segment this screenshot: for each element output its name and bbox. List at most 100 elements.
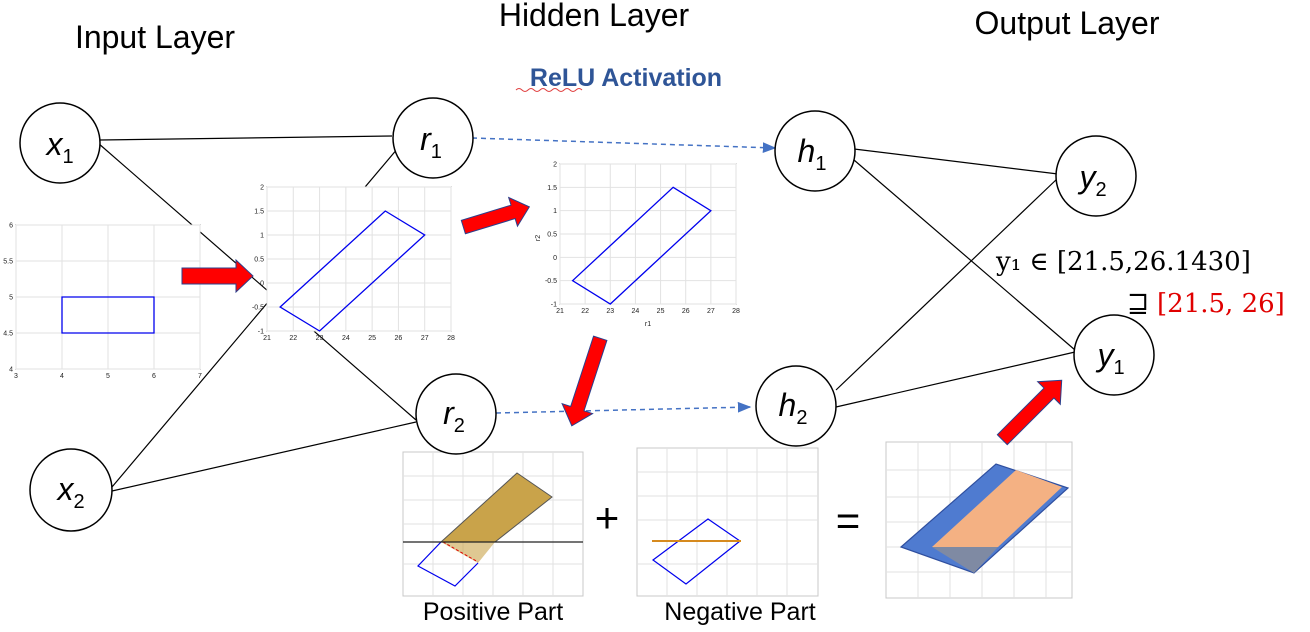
red-arrow-input-to-plot1	[181, 258, 254, 294]
output-bound-text: y₁ ∈ [21.5,26.1430]	[995, 247, 1251, 277]
hidden-r1-r2-plot: 21 22 23 24 25 26 27 28 2 1.5 1 0.5 0 -0.5 -1 r1 r2	[535, 162, 740, 329]
svg-text:y2: y2	[1077, 159, 1106, 201]
node-x1-label: x	[44, 126, 63, 162]
edge-h1-y2	[853, 148, 1059, 175]
node-y1-label: y	[1095, 337, 1115, 373]
result-plot	[885, 441, 1073, 599]
edge-h2-y2	[835, 177, 1059, 391]
input-rectangle	[61, 296, 155, 334]
input-plot-ytick: 5	[9, 295, 13, 302]
node-r1: r1	[392, 97, 474, 179]
red-arrows	[181, 196, 1063, 446]
plot2-ytick: 0.5	[547, 232, 557, 239]
input-plot-ytick: 4.5	[3, 331, 13, 338]
spellcheck-underline	[515, 88, 583, 92]
plus-operator: +	[595, 494, 620, 541]
output-bound-subset: ⊒ [21.5, 26]	[1127, 289, 1285, 319]
svg-text:x2: x2	[55, 471, 84, 513]
plot1-xtick: 27	[421, 335, 429, 342]
plot2-xtick: 28	[732, 308, 740, 315]
equals-operator: =	[836, 497, 861, 544]
plot1-ytick: 1.5	[254, 209, 264, 216]
node-x2: x2	[29, 448, 113, 532]
plot1-ytick: 0	[260, 281, 264, 288]
negative-part-caption: Negative Part	[664, 598, 816, 626]
subset-symbol: ⊒	[1127, 289, 1149, 319]
result-gray-region	[932, 547, 998, 573]
node-r1-label: r	[420, 121, 432, 157]
node-y2-label: y	[1077, 159, 1097, 195]
hidden-preactivation-plot: 21 22 23 24 25 26 27 28 2 1.5 1 0.5 0 -0.5 -1	[252, 185, 455, 343]
plot1-xtick: 25	[368, 335, 376, 342]
node-h1: h1	[774, 110, 856, 192]
input-plot-xtick: 4	[60, 373, 64, 380]
edge-x1-r1	[99, 135, 393, 141]
svg-text:r1: r1	[420, 121, 442, 163]
plot1-xtick: 28	[447, 335, 455, 342]
svg-text:h2: h2	[779, 387, 808, 429]
plot2-ytick: 0	[553, 255, 557, 262]
node-y2: y2	[1055, 135, 1137, 217]
negative-part-plot	[636, 447, 819, 597]
plot2-xlabel: r1	[645, 321, 651, 328]
plot1-ytick: -1	[258, 329, 264, 336]
plot2-ytick: -1	[551, 302, 557, 309]
plot2-xtick: 24	[632, 308, 640, 315]
input-layer-title: Input Layer	[75, 19, 235, 55]
dashed-arrow-r1-h1	[471, 137, 777, 153]
hidden-layer-title: Hidden Layer	[499, 0, 690, 33]
svg-text:x1: x1	[44, 126, 73, 168]
node-y1: y1	[1073, 314, 1155, 396]
edge-h2-y1	[835, 351, 1076, 408]
parallelogram-2	[571, 186, 712, 305]
plot2-ytick: 1.5	[547, 185, 557, 192]
edge-x2-r2	[111, 421, 417, 492]
input-plot-ytick: 4	[9, 367, 13, 374]
node-x2-label: x	[55, 471, 74, 507]
edge-x1-r2	[97, 142, 417, 421]
input-plot-ytick: 5.5	[3, 259, 13, 266]
plot2-xtick: 23	[606, 308, 614, 315]
red-arrow-plot1-to-plot2	[460, 196, 531, 235]
svg-text:y1: y1	[1095, 337, 1124, 379]
plot1-xtick: 22	[289, 335, 297, 342]
plot1-xtick: 23	[316, 335, 324, 342]
subset-value: [21.5, 26]	[1157, 289, 1285, 319]
node-h2: h2	[755, 365, 837, 447]
plot2-ylabel: r2	[535, 235, 542, 241]
plot1-ytick: 2	[260, 185, 264, 192]
positive-part-plot	[402, 451, 584, 597]
node-h2-label: h	[779, 387, 797, 423]
input-plot-xtick: 3	[14, 373, 18, 380]
input-box-plot: 3 4 5 6 765.554.54	[3, 223, 202, 381]
input-plot-ytick: 6	[9, 223, 13, 230]
plot2-xtick: 27	[707, 308, 715, 315]
plot2-xtick: 21	[556, 308, 564, 315]
plot1-xtick: 21	[263, 335, 271, 342]
node-r2-label: r	[443, 395, 455, 431]
plot2-ytick: -0.5	[545, 278, 557, 285]
node-r2: r2	[415, 373, 497, 455]
input-plot-xtick: 6	[152, 373, 156, 380]
parallelogram-1	[279, 210, 426, 332]
node-h1-label: h	[798, 133, 816, 169]
plot1-ytick: 0.5	[254, 257, 264, 264]
plot2-ytick: 1	[553, 208, 557, 215]
plot1-xtick: 26	[395, 335, 403, 342]
input-plot-xtick: 7	[198, 373, 202, 380]
plot2-xtick: 25	[657, 308, 665, 315]
svg-text:r2: r2	[443, 395, 465, 437]
input-plot-xtick: 5	[106, 373, 110, 380]
red-arrow-result-to-y1	[996, 379, 1063, 446]
result-orange-region	[932, 470, 1062, 547]
edge-h1-y1	[853, 159, 1076, 351]
plot2-xtick: 22	[581, 308, 589, 315]
plot2-ytick: 2	[553, 162, 557, 169]
svg-text:h1: h1	[798, 133, 827, 175]
output-layer-title: Output Layer	[975, 5, 1160, 41]
connections	[97, 135, 1076, 492]
node-x1: x1	[19, 102, 101, 184]
plot1-ytick: -0.5	[252, 305, 264, 312]
dashed-arrow-r2-h2	[495, 401, 752, 414]
